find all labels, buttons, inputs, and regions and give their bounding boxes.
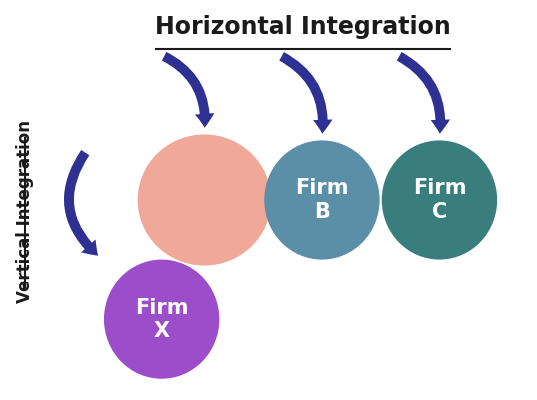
Ellipse shape xyxy=(104,260,219,379)
Ellipse shape xyxy=(97,254,227,384)
FancyArrowPatch shape xyxy=(397,52,450,134)
Ellipse shape xyxy=(264,140,380,260)
Ellipse shape xyxy=(130,129,279,271)
Ellipse shape xyxy=(257,135,387,265)
Text: Vertical Integration: Vertical Integration xyxy=(17,120,34,304)
Ellipse shape xyxy=(137,134,271,266)
FancyArrowPatch shape xyxy=(162,52,214,128)
Ellipse shape xyxy=(382,140,497,260)
FancyArrowPatch shape xyxy=(279,52,332,134)
Text: Firm
X: Firm X xyxy=(135,298,188,341)
Text: Firm
C: Firm C xyxy=(413,178,466,222)
Text: Firm
B: Firm B xyxy=(295,178,349,222)
FancyArrowPatch shape xyxy=(64,150,98,256)
Text: Horizontal Integration: Horizontal Integration xyxy=(155,15,451,39)
Ellipse shape xyxy=(374,135,505,265)
